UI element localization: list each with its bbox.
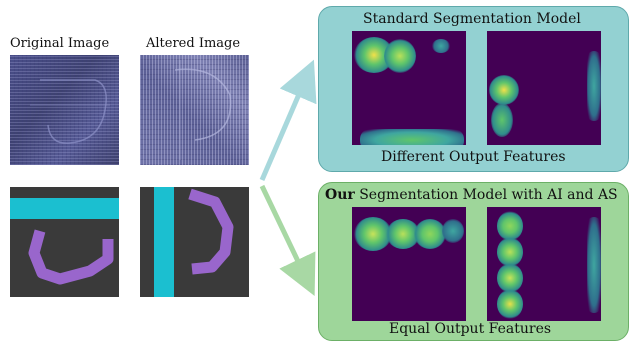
standard-heatmap-original [352, 31, 466, 145]
altered-mask-image [140, 187, 249, 297]
standard-model-caption: Different Output Features [381, 149, 566, 165]
arrow-to-standard-model [259, 59, 317, 181]
standard-model-panel: Standard Segmentation Model Different Ou… [318, 6, 629, 172]
our-heatmap-original [352, 207, 466, 321]
our-model-title: Our Segmentation Model with AI and AS [325, 187, 618, 203]
original-mask-image [10, 187, 119, 297]
altered-image-label: Altered Image [146, 36, 241, 51]
standard-model-title: Standard Segmentation Model [363, 11, 581, 27]
our-model-title-bold: Our [325, 187, 355, 203]
standard-heatmap-altered [487, 31, 601, 145]
our-model-caption: Equal Output Features [389, 321, 552, 337]
our-model-title-rest: Segmentation Model with AI and AS [354, 187, 618, 203]
original-texture-image [10, 55, 119, 165]
altered-texture-image [140, 55, 249, 165]
original-image-label: Original Image [10, 36, 110, 51]
our-model-panel: Our Segmentation Model with AI and AS Eq… [318, 182, 629, 341]
arrow-to-our-model [259, 184, 316, 297]
our-heatmap-altered [487, 207, 601, 321]
